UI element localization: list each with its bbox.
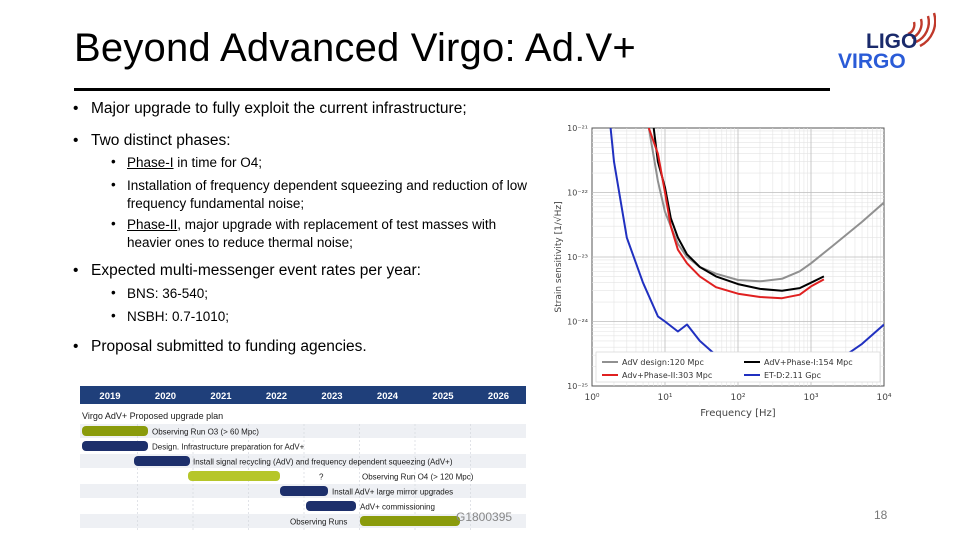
timeline-year-label: 2022 bbox=[266, 391, 287, 402]
x-tick-label: 10³ bbox=[803, 393, 818, 403]
legend-box bbox=[595, 351, 881, 383]
y-tick-label: 10⁻²¹ bbox=[567, 124, 588, 133]
timeline-year-label: 2019 bbox=[99, 391, 120, 402]
x-tick-label: 10⁰ bbox=[584, 393, 599, 403]
phase-2-label: Phase-II bbox=[127, 217, 178, 232]
title-underline bbox=[74, 88, 830, 91]
ligo-virgo-logo: LIGO VIRGO bbox=[838, 12, 936, 72]
timeline-year-label: 2020 bbox=[155, 391, 176, 402]
timeline-row-label-extra: Observing Run O4 (> 120 Mpc) bbox=[362, 473, 474, 482]
timeline-bar bbox=[82, 426, 148, 436]
bullet-event-rates: Expected multi-messenger event rates per… bbox=[73, 262, 421, 280]
series-line bbox=[647, 128, 825, 300]
x-tick-label: 10¹ bbox=[657, 393, 672, 403]
timeline-plan-title: Virgo AdV+ Proposed upgrade plan bbox=[82, 411, 223, 421]
timeline-year-label: 2026 bbox=[488, 391, 509, 402]
bullet-phases: Two distinct phases: bbox=[73, 132, 231, 150]
legend: AdV design:120 Mpc AdV+Phase-I:154 Mpc Adv… bbox=[595, 351, 881, 383]
timeline-bar bbox=[82, 441, 148, 451]
timeline-row-label: AdV+ commissioning bbox=[360, 503, 435, 512]
timeline-row-band bbox=[80, 439, 526, 453]
sub-bullet-nsbh: NSBH: 0.7-1010; bbox=[111, 308, 537, 326]
y-tick-label: 10⁻²³ bbox=[567, 253, 588, 262]
upgrade-plan-timeline: 2019 2020 2021 2022 2023 2024 2025 2026 Virgo Ad… bbox=[80, 386, 526, 530]
y-tick-label: 10⁻²² bbox=[567, 189, 588, 198]
series-line bbox=[647, 128, 884, 283]
timeline-row-label: Design. Infrastructure preparation for A… bbox=[152, 443, 305, 452]
timeline-row-label: Install AdV+ large mirror upgrades bbox=[332, 488, 453, 497]
sub-bullet-squeezing: Installation of frequency dependent sque… bbox=[111, 177, 537, 213]
timeline-row-label: Observing Run O3 (> 60 Mpc) bbox=[152, 428, 259, 437]
timeline-row-band bbox=[80, 499, 526, 513]
x-tick-label: 10² bbox=[730, 393, 745, 403]
timeline-year-label: 2024 bbox=[377, 391, 399, 402]
page-number: 18 bbox=[874, 508, 888, 522]
timeline-row-band bbox=[80, 424, 526, 438]
sub-bullet-bns: BNS: 36-540; bbox=[111, 285, 537, 303]
timeline-year-label: 2023 bbox=[321, 391, 342, 402]
timeline-year-label: 2025 bbox=[432, 391, 454, 402]
timeline-row-label: Install signal recycling (AdV) and frequ… bbox=[193, 458, 453, 467]
document-code: G1800395 bbox=[456, 510, 513, 524]
y-tick-label: 10⁻²⁴ bbox=[567, 318, 588, 327]
timeline-year-label: 2021 bbox=[210, 391, 232, 402]
timeline-bar bbox=[134, 456, 190, 466]
timeline-bar bbox=[360, 516, 460, 526]
timeline-row-label: ? bbox=[319, 473, 324, 482]
phase-1-label: Phase-I bbox=[127, 155, 174, 170]
y-axis-label: Strain sensitivity [1/√Hz] bbox=[553, 201, 564, 312]
logo-ligo-text: LIGO bbox=[866, 30, 917, 53]
legend-label: AdV+Phase-I:154 Mpc bbox=[764, 358, 853, 367]
timeline-bar bbox=[306, 501, 356, 511]
timeline-bar bbox=[188, 471, 280, 481]
sub-bullet-phase-2: Phase-II, major upgrade with replacement… bbox=[111, 216, 537, 252]
bullet-proposal: Proposal submitted to funding agencies. bbox=[73, 338, 367, 356]
logo-virgo-text: VIRGO bbox=[838, 50, 906, 72]
timeline-row-label: Observing Runs bbox=[290, 518, 347, 527]
y-tick-label: 10⁻²⁵ bbox=[567, 382, 588, 391]
legend-label: Adv+Phase-II:303 Mpc bbox=[622, 371, 712, 380]
slide-title: Beyond Advanced Virgo: Ad.V+ bbox=[74, 26, 636, 70]
x-axis-label: Frequency [Hz] bbox=[700, 408, 776, 418]
legend-label: ET-D:2.11 Gpc bbox=[764, 371, 821, 380]
x-tick-label: 10⁴ bbox=[876, 393, 891, 403]
bullet-upgrade: Major upgrade to fully exploit the curre… bbox=[73, 100, 467, 118]
major-grid bbox=[592, 128, 884, 386]
timeline-row-band bbox=[80, 454, 526, 468]
legend-label: AdV design:120 Mpc bbox=[622, 358, 704, 367]
timeline-year-bar bbox=[80, 386, 526, 404]
sub-bullet-phase-1: Phase-I in time for O4; bbox=[111, 154, 537, 172]
logo-arcs bbox=[907, 12, 936, 48]
timeline-bar bbox=[280, 486, 328, 496]
sensitivity-chart: 10⁰ 10¹ 10² 10³ 10⁴ 10⁻²¹ 10⁻²² 10⁻²³ 10⁻²⁴ 10⁻²⁵… bbox=[553, 124, 892, 418]
